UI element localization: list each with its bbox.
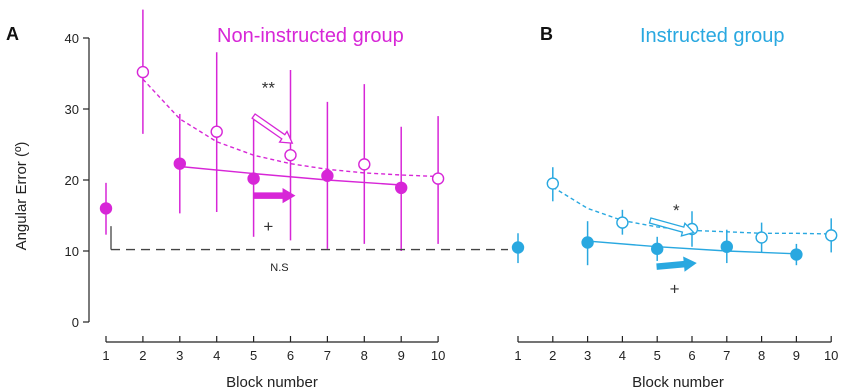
panel-a-filled-fit-line — [179, 165, 402, 186]
panel-b-x-tick-label: 5 — [654, 348, 661, 363]
panel-b-open-point — [546, 177, 559, 190]
marks-layer — [83, 9, 838, 343]
panel-b-x-tick-label: 7 — [723, 348, 730, 363]
panel-b-baseline-point — [511, 241, 525, 254]
panel-a-filled-point — [395, 181, 408, 195]
panel-b-letter: B — [540, 24, 553, 44]
panel-b-filled-point — [581, 236, 594, 249]
panel-b-open-point — [755, 231, 768, 244]
y-tick-label: 10 — [65, 244, 79, 259]
panel-a-x-tick-label: 9 — [398, 348, 405, 363]
panel-b-open-point — [825, 229, 838, 242]
panel-b-x-tick-label: 2 — [549, 348, 556, 363]
panel-a-title: Non-instructed group — [217, 25, 404, 47]
panel-a-x-tick-label: 3 — [176, 348, 183, 363]
panel-b-significance-stars: * — [673, 201, 680, 220]
panel-b-plus-annotation: + — [670, 280, 680, 299]
panel-a-x-tick-label: 6 — [287, 348, 294, 363]
panel-b-filled-point — [720, 240, 733, 253]
panel-b-x-tick-label: 9 — [793, 348, 800, 363]
panel-a-x-tick-label: 7 — [324, 348, 331, 363]
panel-a-open-point — [210, 125, 223, 138]
panel-a-plus-annotation: + — [263, 217, 273, 236]
panel-a-letter: A — [6, 24, 19, 44]
panel-a-x-tick-label: 1 — [102, 348, 109, 363]
panel-a-open-point — [284, 148, 297, 162]
y-tick-label: 30 — [65, 102, 79, 117]
panel-a-filled-point — [173, 157, 187, 170]
panel-b-open-arrow — [648, 217, 695, 237]
panel-a-x-tick-label: 5 — [250, 348, 257, 363]
panel-b-filled-point — [651, 242, 664, 256]
panel-a-filled-point — [247, 172, 260, 185]
panel-a-open-arrow — [251, 113, 294, 144]
y-tick-label: 0 — [72, 315, 79, 330]
panel-a-filled-point — [321, 169, 334, 182]
panel-b-x-tick-label: 1 — [514, 348, 521, 363]
text-layer: A Non-instructed group Angular Error (º)… — [6, 24, 838, 390]
panel-b-title: Instructed group — [640, 25, 785, 47]
panel-b-x-axis-label: Block number — [632, 374, 724, 390]
panel-b-x-tick-label: 8 — [758, 348, 765, 363]
panel-a-x-tick-label: 2 — [139, 348, 146, 363]
panel-b-filled-arrow — [656, 256, 697, 272]
ns-label: N.S — [270, 262, 288, 274]
y-axis-label: Angular Error (º) — [13, 142, 30, 251]
panel-b-x-tick-label: 3 — [584, 348, 591, 363]
panel-b-x-tick-label: 6 — [688, 348, 695, 363]
panel-a-x-tick-label: 10 — [431, 348, 445, 363]
panel-b-filled-fit-line — [587, 240, 797, 255]
panel-a-open-point — [431, 172, 445, 185]
panel-a-baseline-point — [99, 202, 113, 215]
panel-a-open-fit-line — [142, 78, 439, 178]
panel-b-x-tick-label: 4 — [619, 348, 626, 363]
panel-a-x-tick-label: 4 — [213, 348, 220, 363]
panel-a-open-point — [358, 158, 371, 171]
panel-a-significance-stars: ** — [262, 79, 276, 98]
panel-b-open-point — [616, 216, 629, 229]
panel-a-x-axis-label: Block number — [226, 374, 318, 390]
panel-a-open-point — [136, 65, 150, 79]
panel-b-x-tick-label: 10 — [824, 348, 838, 363]
y-tick-label: 20 — [65, 173, 79, 188]
panel-a-x-tick-label: 8 — [361, 348, 368, 363]
panel-b-filled-point — [790, 248, 803, 261]
y-tick-label: 40 — [65, 31, 79, 46]
panel-a-filled-arrow — [252, 187, 296, 204]
